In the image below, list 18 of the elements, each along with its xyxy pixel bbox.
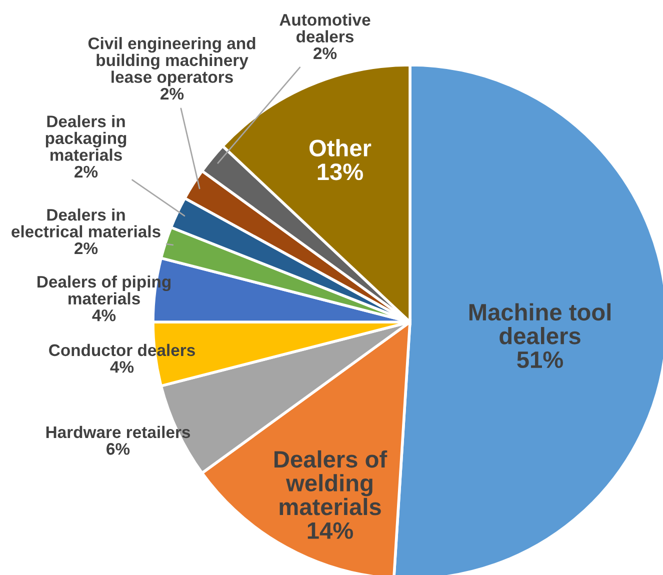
slice-label: Dealers in packaging materials <box>46 115 126 161</box>
data-label: 6% <box>106 443 130 455</box>
slice-label: Dealers of welding materials <box>274 450 388 516</box>
slice-label: Other <box>309 139 372 156</box>
data-label: 51% <box>517 351 564 368</box>
data-label: 2% <box>314 47 337 60</box>
data-label: 4% <box>92 309 116 322</box>
data-label: 2% <box>74 242 98 254</box>
slice-label: Hardware retailers <box>46 426 190 438</box>
data-label: 4% <box>110 361 134 373</box>
data-label: 2% <box>160 88 184 100</box>
slice-label: Machine tool dealers <box>469 303 610 344</box>
data-label: 13% <box>318 163 364 180</box>
slice-label: Dealers in electrical materials <box>12 208 160 238</box>
data-label: 2% <box>74 166 98 178</box>
slice-label: Automotive dealers <box>280 13 370 42</box>
slice-label: Civil engineering and building machinery lease operators <box>88 37 256 86</box>
data-label: 14% <box>308 522 354 539</box>
